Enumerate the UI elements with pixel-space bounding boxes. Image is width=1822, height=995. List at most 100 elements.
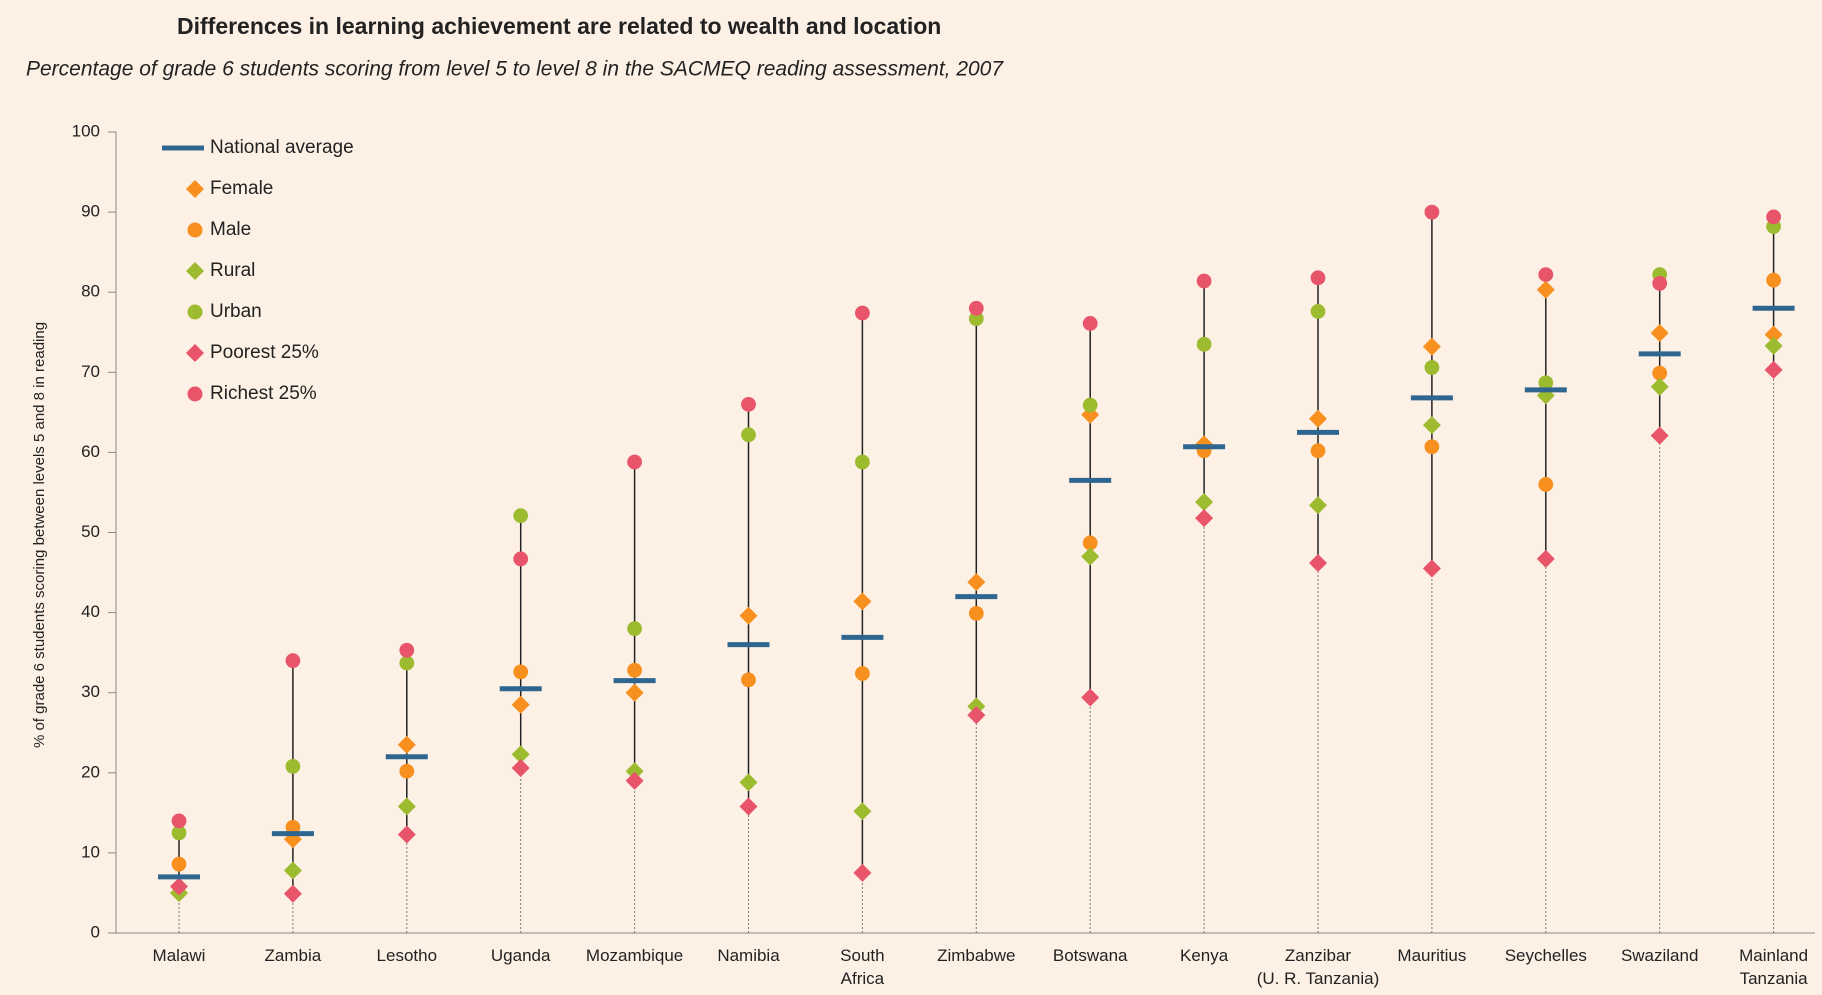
x-tick-label-line: Africa	[841, 969, 885, 988]
circle-marker	[513, 508, 529, 524]
circle-marker	[855, 305, 870, 321]
x-tick-label: Kenya	[1180, 946, 1229, 965]
legend-label: Male	[210, 219, 251, 240]
diamond-marker	[625, 762, 644, 781]
circle-marker	[399, 642, 415, 658]
circle-marker	[285, 653, 301, 669]
circle-marker	[1196, 336, 1212, 352]
legend-label: Urban	[210, 301, 262, 322]
x-tick-label-line: Tanzania	[1740, 969, 1809, 988]
chart-title: Differences in learning achievement are …	[177, 13, 941, 39]
diamond-marker	[1764, 325, 1783, 344]
diamond-marker	[1764, 360, 1783, 379]
circle-marker	[1082, 316, 1098, 331]
diamond-marker	[1764, 336, 1783, 355]
x-tick-label: Namibia	[717, 946, 780, 965]
diamond-marker	[1309, 553, 1327, 572]
x-tick-label: Mozambique	[586, 946, 683, 965]
circle-marker	[968, 300, 984, 316]
circle-marker	[1082, 397, 1098, 413]
diamond-marker	[1650, 377, 1669, 396]
y-tick-label: 20	[81, 762, 100, 781]
circle-marker	[399, 655, 415, 671]
x-tick-label-line: Mainland	[1739, 946, 1808, 965]
diamond-marker	[625, 683, 644, 702]
x-tick-label: Mainland Tanzania	[1739, 946, 1808, 988]
legend-label: Poorest 25%	[210, 342, 319, 363]
diamond-marker	[1081, 547, 1100, 566]
diamond-marker	[1422, 416, 1441, 435]
diamond-marker	[853, 863, 872, 882]
circle-marker	[1424, 204, 1440, 220]
x-tick-label: Malawi	[153, 946, 206, 965]
diamond-marker	[1650, 426, 1669, 445]
circle-marker	[285, 759, 301, 774]
circle-marker	[1538, 375, 1554, 391]
diamond-marker	[1536, 549, 1555, 568]
x-tick-label-line: (U. R. Tanzania)	[1257, 969, 1380, 988]
y-axis-label: % of grade 6 students scoring between le…	[31, 322, 48, 748]
diamond-marker	[1650, 324, 1669, 343]
diamond-marker	[397, 825, 416, 844]
diamond-marker	[511, 758, 530, 777]
circle-marker	[627, 662, 642, 678]
x-tick-label-line: Zimbabwe	[937, 946, 1015, 965]
x-tick-label: Swaziland	[1621, 946, 1699, 965]
circle-marker	[741, 396, 756, 412]
diamond-marker	[853, 592, 872, 611]
x-tick-label: Zimbabwe	[937, 946, 1015, 965]
circle-marker	[855, 666, 870, 681]
diamond-marker	[853, 802, 872, 821]
circle-marker	[968, 311, 984, 327]
legend-swatch	[186, 180, 204, 198]
legend-swatch	[187, 386, 203, 402]
diamond-marker	[1195, 509, 1214, 528]
diamond-marker	[283, 884, 302, 903]
legend-label: National average	[210, 137, 354, 158]
diamond-marker	[511, 695, 530, 714]
circle-marker	[285, 819, 301, 835]
x-tick-label-line: Seychelles	[1505, 946, 1587, 965]
y-tick-label: 30	[81, 682, 100, 701]
x-tick-label-line: Zambia	[265, 946, 322, 965]
diamond-marker	[1422, 337, 1441, 356]
circle-marker	[968, 606, 984, 621]
x-tick-label: South Africa	[840, 946, 884, 988]
circle-marker	[1766, 272, 1781, 288]
chart-subtitle: Percentage of grade 6 students scoring f…	[26, 58, 1004, 81]
y-tick-label: 10	[81, 842, 100, 861]
circle-marker	[1766, 209, 1781, 225]
legend-swatch	[186, 262, 204, 280]
x-tick-label: Zanzibar (U. R. Tanzania)	[1257, 946, 1380, 988]
diamond-marker	[1536, 280, 1555, 299]
x-tick-label: Mauritius	[1397, 946, 1466, 965]
circle-marker	[741, 427, 756, 443]
legend-swatch	[186, 344, 204, 362]
x-tick-label: Uganda	[491, 946, 551, 965]
circle-marker	[1082, 535, 1098, 551]
y-tick-label: 70	[81, 362, 100, 381]
circle-marker	[1424, 360, 1440, 375]
x-tick-label-line: South	[840, 946, 884, 965]
x-tick-label-line: Malawi	[153, 946, 206, 965]
y-tick-label: 0	[91, 922, 100, 941]
x-tick-label-line: Kenya	[1180, 946, 1229, 965]
y-tick-label: 90	[81, 202, 100, 221]
circle-marker	[171, 825, 187, 841]
x-tick-label-line: Zanzibar	[1285, 946, 1351, 965]
legend-swatch	[187, 304, 203, 320]
diamond-marker	[1195, 493, 1214, 512]
circle-marker	[1538, 477, 1554, 492]
diamond-marker	[397, 735, 416, 754]
circle-marker	[1652, 365, 1668, 381]
x-tick-label-line: Mauritius	[1397, 946, 1466, 965]
circle-marker	[1196, 273, 1212, 289]
y-tick-label: 50	[81, 522, 100, 541]
y-tick-label: 80	[81, 282, 100, 301]
diamond-marker	[1081, 688, 1100, 707]
circle-marker	[855, 454, 870, 470]
circle-marker	[513, 551, 529, 567]
y-tick-label: 60	[81, 442, 100, 461]
